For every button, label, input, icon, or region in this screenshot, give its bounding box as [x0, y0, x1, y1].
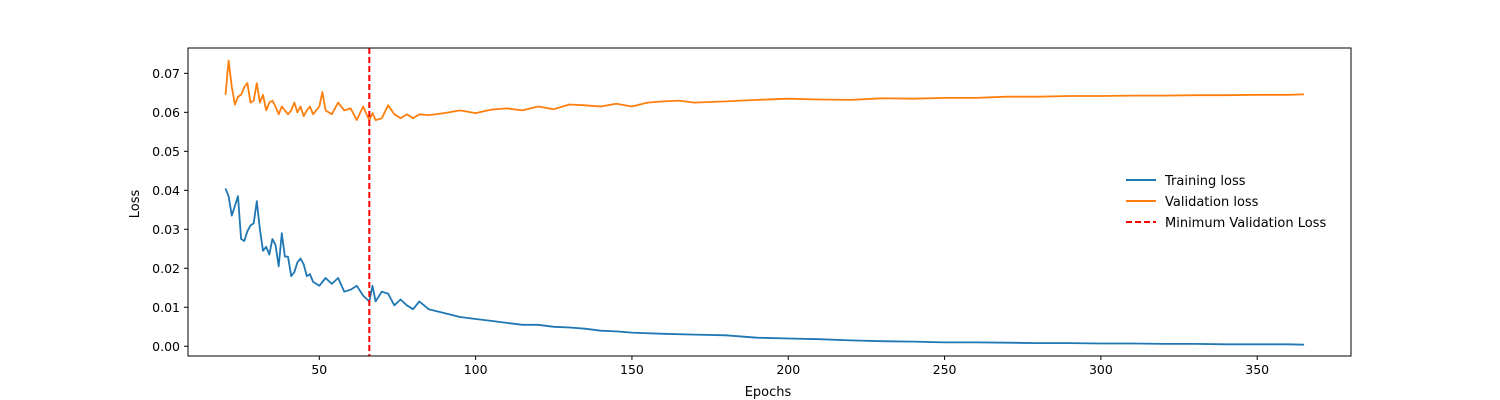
y-tick-label: 0.01	[152, 300, 180, 315]
y-tick-label: 0.03	[152, 222, 180, 237]
y-axis-label: Loss	[128, 190, 143, 219]
y-tick-label: 0.05	[152, 144, 180, 159]
x-tick-label: 300	[1089, 362, 1113, 377]
validation-loss-line	[224, 59, 1305, 121]
legend: Training loss Validation loss Minimum Va…	[1126, 174, 1326, 231]
x-tick-label: 200	[776, 362, 800, 377]
y-tick-label: 0.00	[152, 339, 180, 354]
x-axis: 50 100 150 200 250 300 350	[311, 356, 1269, 377]
plot-frame	[187, 47, 1352, 357]
legend-label-validation: Validation loss	[1165, 195, 1259, 210]
y-tick-label: 0.06	[152, 105, 180, 120]
x-tick-label: 100	[464, 362, 488, 377]
x-tick-label: 250	[933, 362, 957, 377]
series-layer	[224, 48, 1305, 356]
x-tick-label: 50	[311, 362, 327, 377]
x-tick-label: 350	[1245, 362, 1269, 377]
x-axis-label: Epochs	[745, 385, 792, 400]
x-tick-label: 150	[620, 362, 644, 377]
y-tick-label: 0.07	[152, 66, 180, 81]
y-tick-label: 0.02	[152, 261, 180, 276]
training-loss-line	[224, 188, 1305, 346]
y-tick-label: 0.04	[152, 183, 180, 198]
y-axis: 0.00 0.01 0.02 0.03 0.04 0.05 0.06 0.07	[152, 66, 188, 354]
legend-label-training: Training loss	[1164, 174, 1246, 189]
legend-label-min-val: Minimum Validation Loss	[1165, 216, 1326, 231]
